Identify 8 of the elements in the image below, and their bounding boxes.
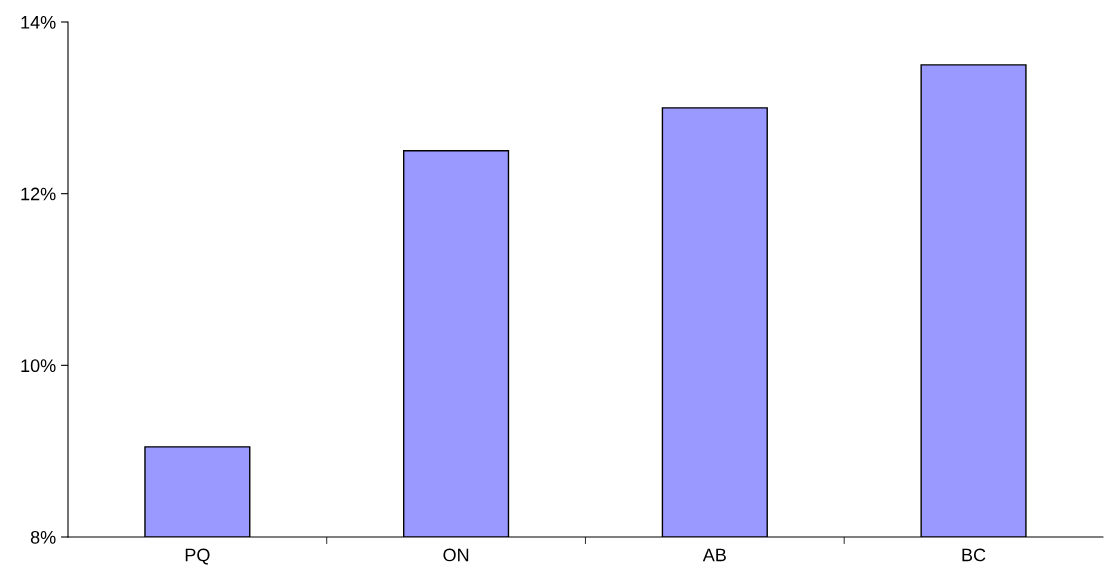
y-tick-label: 10% (21, 359, 56, 373)
x-tick-label: BC (962, 548, 986, 562)
x-tick-label: AB (702, 548, 726, 562)
x-tick-label: PQ (185, 548, 210, 565)
y-tick-label: 14% (21, 16, 56, 29)
y-tick-label: 12% (21, 187, 56, 201)
x-tick-label: ON (443, 548, 469, 562)
y-tick-label: 8% (30, 530, 56, 544)
